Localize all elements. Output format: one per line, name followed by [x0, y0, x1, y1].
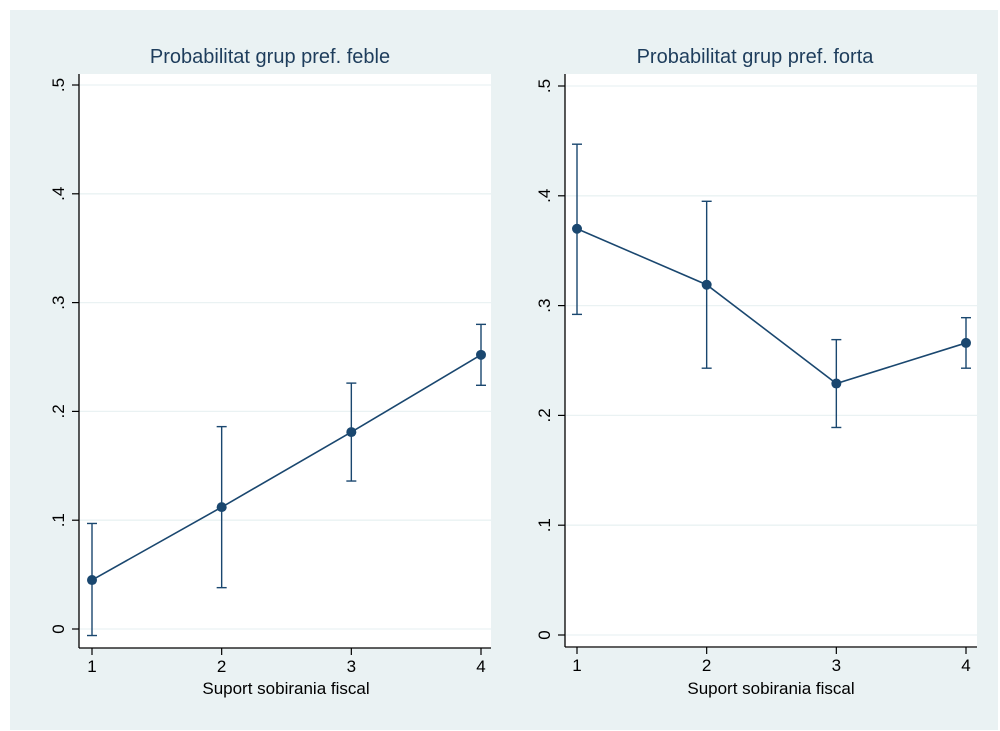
- left-y-tick-label-3: .3: [49, 296, 68, 310]
- left-plot-area: [79, 74, 491, 648]
- right-series-line: [576, 228, 967, 385]
- left-x-tick-label-2: 3: [347, 657, 356, 676]
- left-panel: 0 .1 .2 .3 .4 .5 1 2 3 4 Probabilitat grup pref. …: [49, 46, 491, 698]
- left-data-point-1: [216, 502, 227, 513]
- right-gridlines: [566, 85, 977, 636]
- right-points: [572, 223, 971, 389]
- left-x-tick-label-3: 4: [476, 657, 485, 676]
- left-x-tick-label-0: 1: [87, 657, 96, 676]
- left-y-tick-label-4: .4: [49, 187, 68, 201]
- right-data-point-0: [572, 223, 582, 234]
- left-series-line: [91, 354, 482, 581]
- left-gridlines: [80, 84, 491, 630]
- left-data-point-2: [346, 427, 357, 438]
- left-y-tick-label-5: .5: [49, 78, 68, 92]
- right-ticks: 0 .1 .2 .3 .4 .5 1 2 3 4: [535, 79, 971, 675]
- left-y-tick-label-2: .2: [49, 404, 68, 418]
- right-y-tick-label-3: .3: [535, 299, 554, 313]
- right-data-point-1: [701, 279, 712, 290]
- right-y-tick-label-5: .5: [535, 79, 554, 93]
- right-y-tick-label-4: .4: [535, 189, 554, 203]
- right-data-point-3: [961, 337, 971, 348]
- left-chart-title: Probabilitat grup pref. feble: [150, 46, 390, 68]
- left-points: [87, 349, 486, 586]
- right-y-tick-label-2: .2: [535, 408, 554, 422]
- left-data-point-3: [476, 349, 486, 360]
- right-axes: [564, 74, 977, 648]
- left-x-axis-label: Suport sobirania fiscal: [202, 679, 369, 698]
- right-chart-title: Probabilitat grup pref. forta: [637, 46, 875, 68]
- right-data-point-2: [831, 378, 842, 389]
- left-axes: [78, 74, 491, 649]
- right-x-tick-label-0: 1: [572, 656, 581, 675]
- left-y-tick-label-1: .1: [49, 513, 68, 527]
- left-x-tick-label-1: 2: [217, 657, 226, 676]
- right-x-axis-label: Suport sobirania fiscal: [687, 679, 854, 698]
- left-ticks: 0 .1 .2 .3 .4 .5 1 2 3 4: [49, 78, 486, 676]
- right-y-tick-label-1: .1: [535, 518, 554, 532]
- right-x-tick-label-2: 3: [832, 656, 841, 675]
- right-panel: 0 .1 .2 .3 .4 .5 1 2 3 4 Probabilitat grup pref. …: [535, 46, 977, 698]
- right-x-tick-label-3: 4: [961, 656, 970, 675]
- right-plot-area: [565, 74, 977, 648]
- right-x-tick-label-1: 2: [702, 656, 711, 675]
- left-y-tick-label-0: 0: [49, 624, 68, 633]
- right-y-tick-label-0: 0: [535, 630, 554, 639]
- left-data-point-0: [87, 575, 97, 586]
